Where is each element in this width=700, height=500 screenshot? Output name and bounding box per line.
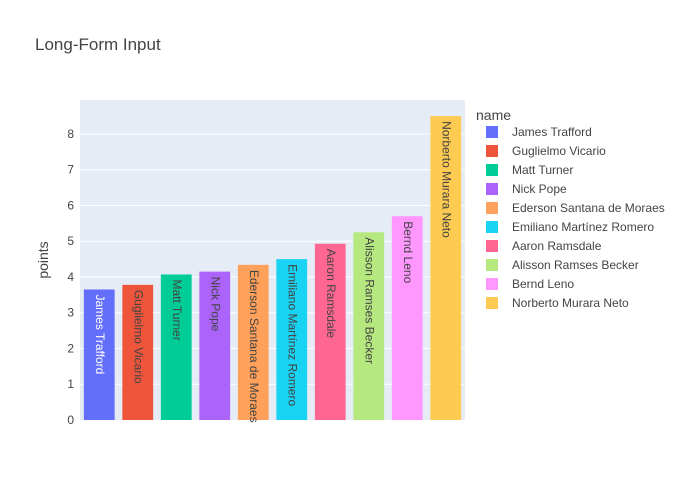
legend-title: name (476, 107, 511, 123)
bar (430, 116, 462, 420)
bar-label: Aaron Ramsdale (324, 249, 338, 339)
legend-swatch (486, 259, 498, 271)
bar (83, 289, 115, 420)
bar (237, 264, 269, 420)
bar-label: Matt Turner (170, 279, 184, 340)
y-tick-label: 7 (67, 163, 74, 177)
legend-item-label: James Trafford (512, 125, 592, 139)
bar-label: Alisson Ramses Becker (363, 237, 377, 364)
legend-swatch (486, 297, 498, 309)
legend-swatch (486, 183, 498, 195)
y-tick-label: 0 (67, 413, 74, 427)
y-tick-label: 6 (67, 198, 74, 212)
legend-item-label: Norberto Murara Neto (512, 296, 629, 310)
bar (276, 259, 308, 420)
legend-swatch (486, 126, 498, 138)
y-tick-label: 2 (67, 341, 74, 355)
bar-label: Norberto Murara Neto (440, 121, 454, 238)
legend-item-label: Bernd Leno (512, 277, 574, 291)
y-tick-label: 1 (67, 377, 74, 391)
legend-item-label: Alisson Ramses Becker (512, 258, 639, 272)
legend-swatch (486, 145, 498, 157)
y-tick-label: 8 (67, 127, 74, 141)
y-tick-label: 5 (67, 234, 74, 248)
bar-label: Bernd Leno (401, 221, 415, 283)
legend-swatch (486, 278, 498, 290)
bar-label: Nick Pope (209, 277, 223, 332)
bar (391, 216, 423, 420)
bar (314, 243, 346, 420)
legend-item-label: Emiliano Martínez Romero (512, 220, 654, 234)
y-tick-label: 4 (67, 270, 74, 284)
legend-swatch (486, 221, 498, 233)
legend-swatch (486, 202, 498, 214)
bar (160, 274, 192, 420)
legend-item-label: Aaron Ramsdale (512, 239, 602, 253)
bars: James Trafford Guglielmo Vicario Matt Turn… (83, 116, 462, 423)
legend-item-label: Nick Pope (512, 182, 567, 196)
bar (199, 271, 231, 420)
legend-swatch (486, 164, 498, 176)
legend-item-label: Guglielmo Vicario (512, 144, 606, 158)
bar-label: James Trafford (93, 294, 107, 374)
bar (122, 284, 154, 420)
legend-item-label: Ederson Santana de Moraes (512, 201, 665, 215)
bar-label: Guglielmo Vicario (132, 290, 146, 384)
legend: name James Trafford Guglielmo Vicario Matt… (476, 107, 665, 310)
bar-label: Emiliano Martínez Romero (286, 264, 300, 406)
y-axis-ticks: 0 1 2 3 4 5 6 7 8 (67, 127, 74, 427)
bar-label: Ederson Santana de Moraes (247, 270, 261, 423)
legend-swatch (486, 240, 498, 252)
legend-item-label: Matt Turner (512, 163, 573, 177)
y-tick-label: 3 (67, 306, 74, 320)
y-axis-label: points (35, 241, 51, 278)
bar (353, 232, 385, 420)
chart-title: Long-Form Input (35, 35, 161, 54)
